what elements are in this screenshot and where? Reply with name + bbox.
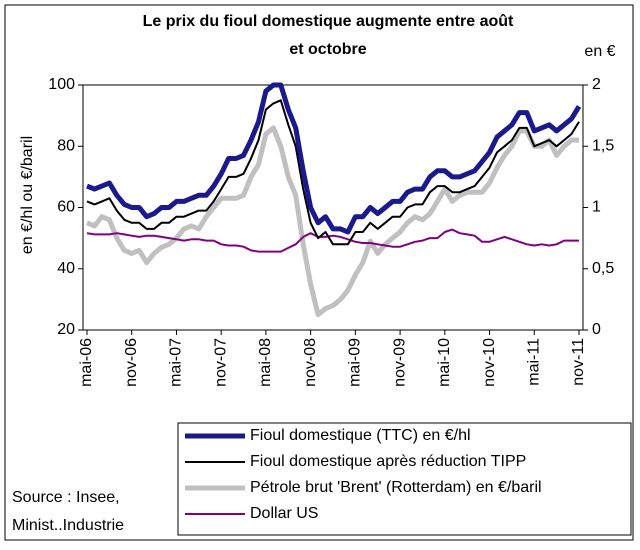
x-tick-label: nov-10	[481, 338, 498, 387]
source: Source : Insee,	[12, 489, 120, 506]
y2-tick-label: 1,5	[592, 137, 614, 154]
x-tick-label: mai-09	[347, 338, 364, 387]
series-line	[86, 125, 579, 318]
x-tick-label: nov-07	[212, 338, 229, 387]
x-tick-label: nov-08	[302, 338, 319, 387]
y2-axis-label: en €	[584, 43, 615, 60]
x-tick-label: mai-08	[257, 338, 274, 387]
y-tick-label: 60	[57, 199, 75, 216]
x-tick-label: mai-07	[168, 338, 185, 387]
y-axis-label: en €/hl ou €/baril	[19, 136, 36, 254]
y2-tick-label: 1	[592, 199, 601, 216]
y-tick-label: 80	[57, 137, 75, 154]
y-tick-label: 20	[57, 321, 75, 338]
y-tick-label: 40	[57, 260, 75, 277]
y2-tick-label: 2	[592, 76, 601, 93]
legend-box	[177, 422, 632, 536]
x-tick-label: mai-11	[525, 338, 542, 386]
series-line	[86, 99, 580, 246]
y-tick-label: 100	[48, 76, 75, 93]
x-tick-label: nov-11	[570, 338, 587, 386]
source: Minist..Industrie	[12, 517, 124, 534]
chart-title: et octobre	[289, 41, 366, 58]
series-line	[86, 228, 579, 253]
legend-label: Dollar US	[250, 505, 318, 522]
x-tick-label: nov-09	[391, 338, 408, 387]
series-line	[86, 82, 582, 235]
x-tick-label: nov-06	[123, 338, 140, 387]
y2-tick-label: 0	[592, 321, 601, 338]
y2-tick-label: 0,5	[592, 260, 614, 277]
x-tick-label: mai-10	[436, 338, 453, 387]
legend-label: Fioul domestique après réduction TIPP	[250, 453, 526, 470]
legend-label: Pétrole brut 'Brent' (Rotterdam) en €/ba…	[250, 479, 542, 496]
x-tick-label: mai-06	[78, 338, 95, 387]
legend-label: Fioul domestique (TTC) en €/hl	[250, 427, 471, 444]
chart-title: Le prix du fioul domestique augmente ent…	[143, 13, 514, 30]
